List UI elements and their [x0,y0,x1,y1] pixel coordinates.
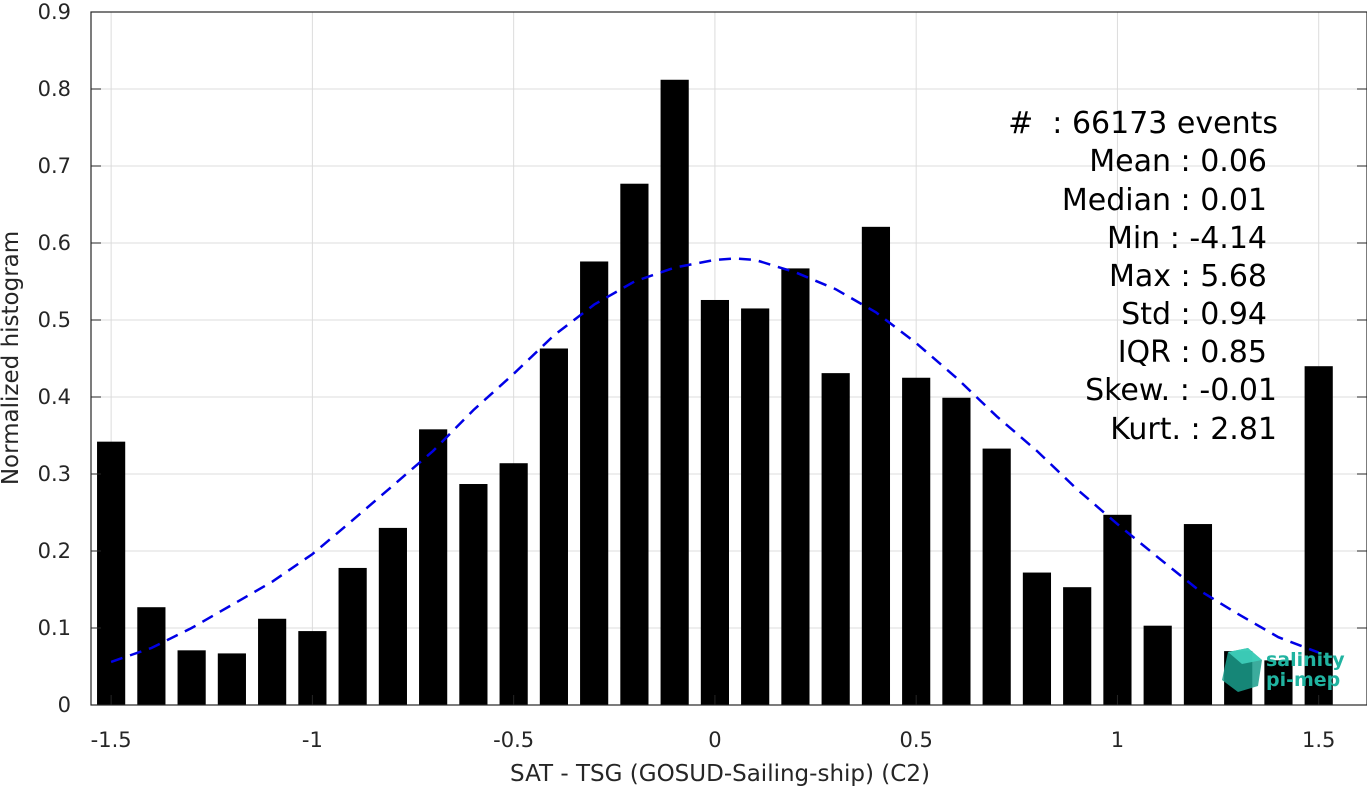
logo-line2: pi-mep [1266,669,1340,691]
histogram-bar [620,183,649,705]
stats-median: Median : 0.01 [1062,183,1267,218]
histogram-bar [1264,660,1293,705]
stats-std: Std : 0.94 [1121,297,1267,332]
x-tick-label: -1.5 [91,728,132,752]
histogram-bar [419,429,448,705]
y-axis-label: Normalized histogram [0,231,24,485]
histogram-bar [459,484,488,705]
stats-mean: Mean : 0.06 [1089,144,1267,179]
fit-curve-layer [110,257,1320,664]
histogram-bar [861,226,891,705]
y-tick-label: 0.9 [38,0,71,24]
histogram-bar [258,618,287,705]
x-axis-label: SAT - TSG (GOSUD-Sailing-ship) (C2) [510,761,930,787]
histogram-bar [781,268,810,705]
histogram-bar [580,261,609,705]
x-tick-label: 1 [1111,728,1124,752]
logo-line1: salinity [1266,649,1345,671]
histogram-bar [942,397,971,705]
x-tick-label: 0 [708,728,721,752]
stats-iqr: IQR : 0.85 [1118,335,1267,370]
stats-events: # : 66173 events [1008,106,1278,141]
y-tick-label: 0.2 [38,539,71,563]
stats-kurt: Kurt. : 2.81 [1110,412,1277,447]
y-tick-label: 0.3 [38,462,71,486]
y-tick-label: 0.4 [38,385,71,409]
logo-cube-top-icon [1228,648,1262,664]
x-tick-labels: -1.5 -1 -0.5 0 0.5 1 1.5 [91,728,1336,752]
histogram-bar [338,567,367,705]
histogram-bar [378,527,407,705]
histogram-bar [1022,572,1052,705]
histogram-bar [298,631,327,705]
histogram-bar [1103,514,1132,705]
histogram-bar [1063,587,1092,705]
x-tick-label: 0.5 [899,728,932,752]
y-tick-label: 0.7 [38,154,71,178]
histogram-bar [700,299,729,705]
y-tick-label: 0 [58,693,71,717]
y-tick-label: 0.1 [38,616,71,640]
histogram-bars [97,79,1333,705]
y-tick-label: 0.6 [38,231,71,255]
x-tick-label: -0.5 [493,728,534,752]
stats-skew: Skew. : -0.01 [1085,373,1277,408]
x-tick-label: -1 [302,728,323,752]
histogram-bar [902,377,931,705]
axis-ticks [91,11,1367,706]
stats-box: # : 66173 events Mean : 0.06 Median : 0.… [1008,106,1278,447]
stats-min: Min : -4.14 [1107,221,1267,256]
histogram-bar [499,463,528,705]
salinity-pimep-logo: salinity pi-mep [1222,648,1345,692]
histogram-bar [177,650,206,705]
histogram-bar [821,373,850,705]
histogram-bar [741,308,770,705]
y-tick-labels: 0 0.1 0.2 0.3 0.4 0.5 0.6 0.7 0.8 0.9 [38,0,71,717]
histogram-bar [982,448,1011,705]
histogram-bar [660,79,689,705]
histogram-bar [539,348,568,705]
histogram-bar [97,441,126,705]
y-tick-label: 0.8 [38,77,71,101]
x-tick-label: 1.5 [1302,728,1335,752]
histogram-bar [217,653,246,705]
histogram-bar [137,607,166,705]
axes-frame [90,11,1367,706]
histogram-bar [1183,524,1213,705]
y-tick-label: 0.5 [38,308,71,332]
gaussian-fit-line [110,257,1320,664]
stats-max: Max : 5.68 [1109,259,1267,294]
histogram-bar [1143,625,1172,705]
